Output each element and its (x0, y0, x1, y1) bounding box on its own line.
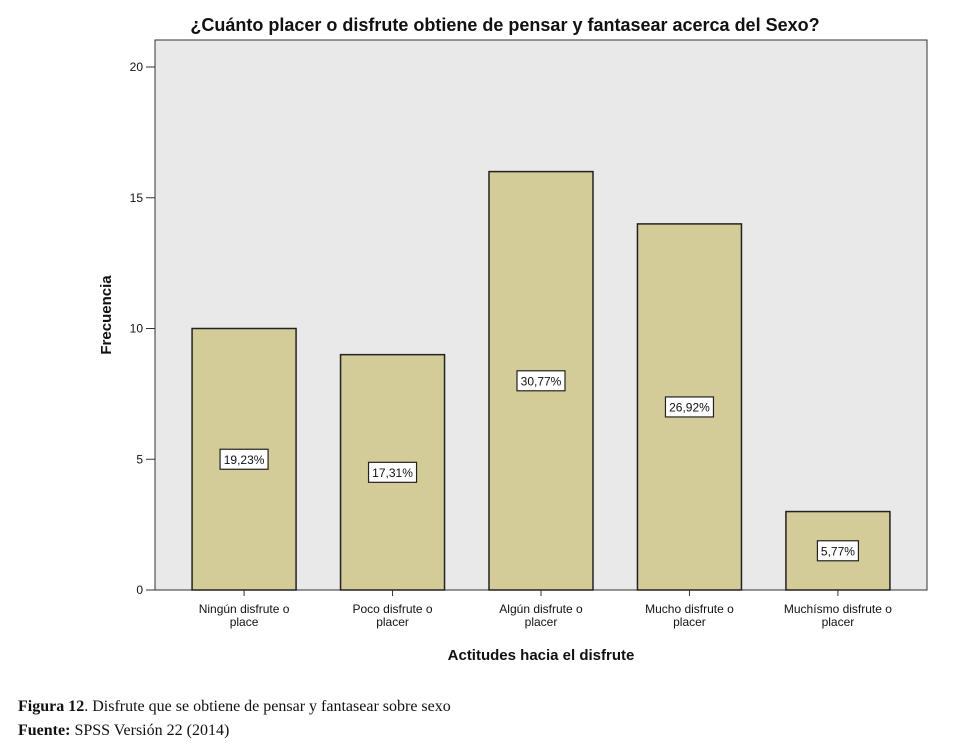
data-label: 5,77% (821, 544, 855, 558)
x-tick-label: Ningún disfrute o (199, 602, 290, 616)
x-tick-label: Poco disfrute o (353, 602, 433, 616)
figure-number: Figura 12 (18, 698, 85, 715)
figure-area: ¿Cuánto placer o disfrute obtiene de pen… (18, 15, 928, 739)
x-tick-label: placer (525, 615, 558, 629)
figure-description: . Disfrute que se obtiene de pensar y fa… (84, 698, 451, 715)
x-tick-label: Algún disfrute o (499, 602, 583, 616)
x-tick-label: placer (822, 615, 855, 629)
y-tick-label: 15 (130, 191, 144, 205)
x-tick-label: placer (376, 615, 409, 629)
y-tick-label: 10 (130, 322, 144, 336)
x-tick-label: Muchísmo disfrute o (784, 602, 892, 616)
source-caption: Fuente: SPSS Versión 22 (2014) (18, 721, 229, 741)
y-axis-label: Frecuencia (98, 275, 115, 355)
x-tick-label: placer (673, 615, 706, 629)
bars-group: 19,23% 17,31% 30,77% 26,92% 5,77% (191, 170, 891, 591)
y-tick-label: 20 (130, 60, 144, 74)
y-axis: 0 5 10 15 20 (130, 60, 155, 597)
data-label-box (219, 448, 269, 470)
x-axis-label: Actitudes hacia el disfrute (448, 647, 635, 664)
bar-chart: ¿Cuánto placer o disfrute obtiene de pen… (98, 15, 928, 664)
data-label: 30,77% (521, 374, 562, 388)
data-label-box (367, 461, 418, 483)
data-label-box (816, 540, 860, 562)
x-tick-label: place (230, 615, 259, 629)
source-text: SPSS Versión 22 (2014) (70, 722, 230, 739)
data-label-box (664, 396, 715, 418)
data-label: 19,23% (224, 453, 265, 467)
source-label: Fuente: (18, 722, 71, 739)
y-tick-label: 5 (136, 452, 143, 466)
figure-caption: Figura 12. Disfrute que se obtiene de pe… (18, 697, 451, 717)
data-label: 26,92% (669, 400, 710, 414)
chart-title: ¿Cuánto placer o disfrute obtiene de pen… (190, 15, 819, 35)
y-tick-label: 0 (136, 583, 143, 597)
x-tick-label: Mucho disfrute o (645, 602, 734, 616)
data-label: 17,31% (372, 466, 413, 480)
data-label-box (516, 370, 566, 392)
